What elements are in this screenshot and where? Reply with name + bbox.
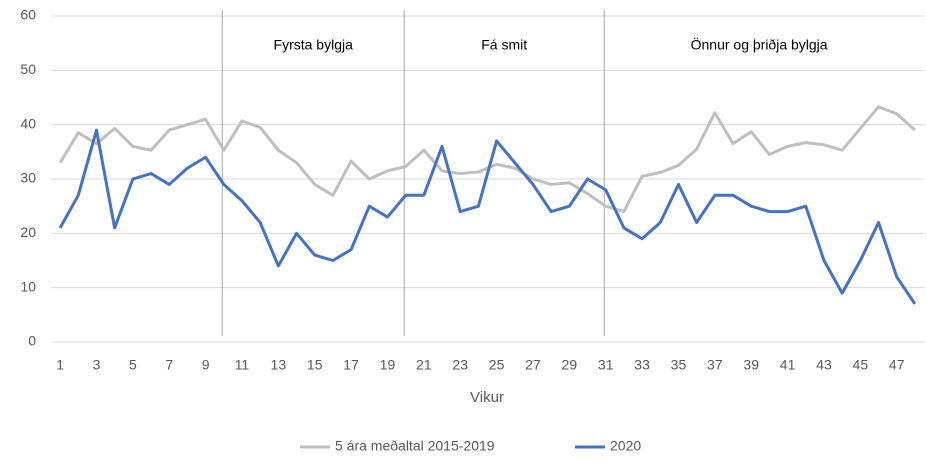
x-tick-label: 19 [380,357,396,373]
x-tick-label: 25 [489,357,505,373]
x-tick-label: 27 [525,357,541,373]
region-label: Fá smit [481,37,527,53]
y-tick-label: 50 [20,61,36,77]
x-tick-label: 23 [452,357,468,373]
legend-label: 2020 [610,438,641,454]
x-tick-label: 37 [707,357,723,373]
legend-label: 5 ára meðaltal 2015-2019 [335,438,495,454]
x-tick-label: 1 [56,357,64,373]
y-tick-label: 20 [20,224,36,240]
x-tick-label: 17 [343,357,359,373]
x-tick-label: 29 [562,357,578,373]
x-tick-label: 31 [598,357,614,373]
series-line [58,105,916,214]
x-tick-label: 15 [307,357,323,373]
x-tick-label: 35 [671,357,687,373]
y-tick-label: 30 [20,170,36,186]
series-line [58,128,917,305]
x-tick-label: 41 [780,357,796,373]
y-tick-label: 10 [20,278,36,294]
y-tick-label: 40 [20,115,36,131]
x-tick-label: 33 [634,357,650,373]
x-tick-label: 47 [889,357,905,373]
region-label: Önnur og þriðja bylgja [691,36,828,53]
x-tick-label: 45 [853,357,869,373]
x-tick-label: 7 [165,357,173,373]
x-tick-label: 21 [416,357,432,373]
x-tick-label: 39 [743,357,759,373]
x-tick-label: 3 [93,357,101,373]
x-tick-label: 5 [129,357,137,373]
y-tick-label: 60 [20,7,36,23]
x-tick-label: 11 [235,357,250,373]
y-tick-label: 0 [28,333,36,349]
x-tick-label: 13 [271,357,287,373]
x-axis-label: Vikur [470,389,504,406]
x-tick-label: 9 [202,357,210,373]
x-tick-label: 43 [816,357,832,373]
region-label: Fyrsta bylgja [274,37,354,53]
